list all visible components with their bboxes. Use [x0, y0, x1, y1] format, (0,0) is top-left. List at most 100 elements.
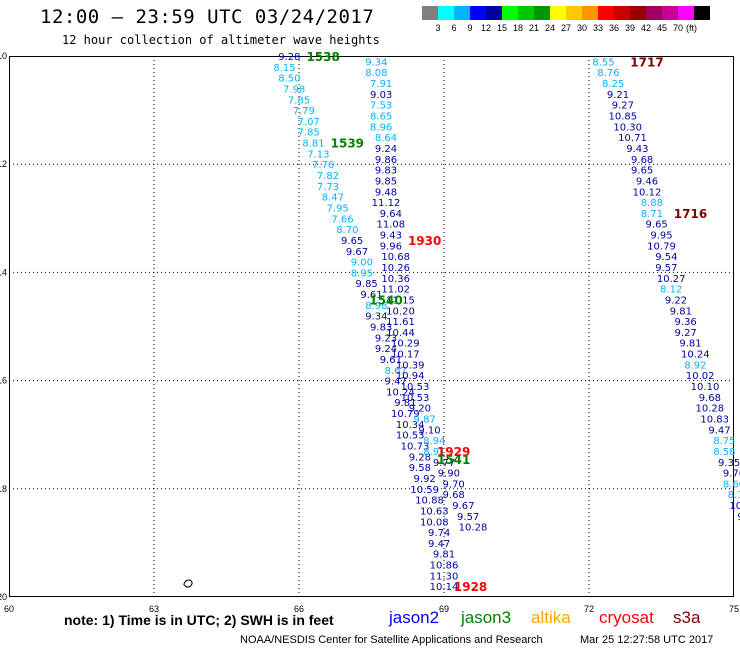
wave-height-value: 9.46 — [636, 176, 658, 187]
color-scale-tick-label: 27 — [560, 23, 571, 33]
color-swatch — [646, 6, 662, 20]
wave-height-value: 9.76 — [723, 469, 740, 480]
wave-height-value: 11.30 — [430, 571, 459, 582]
wave-height-value: 9.74 — [428, 528, 450, 539]
wave-height-value: 9.67 — [346, 247, 368, 258]
wave-height-value: 10.59 — [410, 485, 439, 496]
track-time-label: 1540 — [369, 293, 402, 307]
wave-height-value: 9.70 — [443, 479, 465, 490]
wave-height-value: 8.94 — [423, 436, 445, 447]
wave-height-value: 9.57 — [457, 512, 479, 523]
page-title: 12:00 – 23:59 UTC 03/24/2017 — [40, 6, 375, 28]
wave-height-value: 8.60 — [723, 479, 740, 490]
satellite-legend-item: s3a — [673, 608, 701, 627]
color-scale-tick-label: 3 — [435, 23, 441, 33]
wave-height-value: 10.20 — [386, 306, 415, 317]
wave-height-value: 10.28 — [696, 404, 725, 415]
color-scale-tick-label: 33 — [592, 23, 603, 33]
wave-height-value: 8.75 — [713, 436, 735, 447]
lon-tick-label: 75 — [729, 604, 739, 614]
wave-height-value: 10.34 — [396, 420, 425, 431]
wave-height-value: 9.95 — [650, 231, 672, 242]
page-subtitle: 12 hour collection of altimeter wave hei… — [62, 33, 380, 47]
wave-height-value: 9.28 — [409, 452, 431, 463]
wave-height-value: 7.85 — [288, 95, 310, 106]
wave-height-value: 10.28 — [459, 523, 488, 534]
wave-height-value: 9.36 — [675, 317, 697, 328]
color-swatch — [470, 6, 486, 20]
wave-height-value: 7.66 — [331, 214, 353, 225]
wave-height-value: 11.02 — [381, 285, 410, 296]
wave-height-value: 10.36 — [381, 274, 410, 285]
color-swatch — [614, 6, 630, 20]
wave-height-value: 10.24 — [681, 350, 710, 361]
wave-height-value: 8.65 — [370, 112, 392, 123]
color-swatch — [662, 6, 678, 20]
wave-height-value: 9.21 — [607, 90, 629, 101]
wave-height-value: 10.85 — [609, 112, 638, 123]
wave-height-value: 9.34 — [365, 312, 387, 323]
wave-height-value: 9.68 — [699, 393, 721, 404]
wave-height-value: 10.73 — [401, 442, 430, 453]
wave-height-value: 9.27 — [612, 101, 634, 112]
wave-height-value: 10.63 — [420, 506, 449, 517]
wave-height-value: 9.57 — [655, 263, 677, 274]
wave-height-value: 9.86 — [375, 155, 397, 166]
wave-height-value: 11.61 — [386, 317, 415, 328]
wave-height-value: 8.76 — [597, 68, 619, 79]
lat-tick-label: -16 — [0, 376, 7, 386]
wave-height-value: 9.47 — [385, 377, 407, 388]
color-swatch — [438, 6, 454, 20]
wave-height-value: 8.70 — [336, 225, 358, 236]
wave-height-value: 7.07 — [298, 117, 320, 128]
wave-height-value: 10.68 — [381, 252, 410, 263]
wave-height-value: 10.71 — [618, 133, 647, 144]
map-plot-area — [9, 56, 734, 597]
track-time-label: 1929 — [437, 445, 470, 459]
color-swatch — [502, 6, 518, 20]
wave-height-value: 9.90 — [438, 469, 460, 480]
wave-height-value: 10.39 — [396, 360, 425, 371]
wave-height-value: 7.95 — [327, 203, 349, 214]
wave-height-value: 8.08 — [365, 68, 387, 79]
wave-height-value: 8.47 — [322, 193, 344, 204]
color-scale-unit: (ft) — [686, 23, 697, 33]
wave-height-value: 9.96 — [380, 241, 402, 252]
footer-note: note: 1) Time is in UTC; 2) SWH is in fe… — [64, 612, 334, 628]
color-scale-tick-label: 70 — [672, 23, 683, 33]
wave-height-value: 10.83 — [700, 414, 729, 425]
wave-height-value: 10.26 — [381, 263, 410, 274]
wave-height-value: 9.85 — [356, 279, 378, 290]
wave-height-value: 9.65 — [631, 166, 653, 177]
lat-tick-label: -18 — [0, 484, 7, 494]
wave-height-value: 9.81 — [433, 550, 455, 561]
color-scale-tick-label: 18 — [512, 23, 523, 33]
island-outline — [183, 579, 193, 588]
color-swatch — [582, 6, 598, 20]
color-swatch — [454, 6, 470, 20]
color-scale-tick-label: 45 — [656, 23, 667, 33]
satellite-legend-item: cryosat — [599, 608, 654, 627]
wave-height-value: 8.98 — [365, 301, 387, 312]
lat-tick-label: -14 — [0, 267, 7, 277]
color-swatch — [518, 6, 534, 20]
wave-height-value: 9.83 — [370, 323, 392, 334]
color-swatch — [534, 6, 550, 20]
wave-height-value: 8.91 — [423, 447, 445, 458]
lon-tick-label: 72 — [584, 604, 594, 614]
wave-height-value: 9.67 — [452, 501, 474, 512]
wave-height-value: 9.03 — [370, 90, 392, 101]
wave-height-value: 10.53 — [401, 382, 430, 393]
wave-height-value: 10.88 — [415, 496, 444, 507]
wave-height-value: 10.12 — [633, 187, 662, 198]
color-swatch — [486, 6, 502, 20]
wave-height-value: 10.08 — [729, 501, 740, 512]
track-time-label: 1717 — [630, 55, 663, 69]
wave-height-value: 9.22 — [665, 295, 687, 306]
wave-height-value: 8.12 — [660, 285, 682, 296]
color-scale-tick-label: 21 — [528, 23, 539, 33]
color-scale-tick-label: 15 — [496, 23, 507, 33]
wave-height-value: 9.68 — [631, 155, 653, 166]
color-scale-tick-label: 42 — [640, 23, 651, 33]
